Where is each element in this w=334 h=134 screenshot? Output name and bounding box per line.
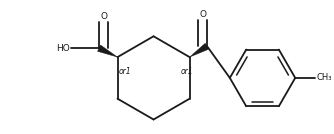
Text: O: O: [100, 12, 107, 21]
Polygon shape: [98, 45, 118, 57]
Text: CH₃: CH₃: [316, 73, 332, 82]
Text: or1: or1: [119, 67, 132, 76]
Text: HO: HO: [56, 44, 70, 53]
Polygon shape: [190, 43, 209, 57]
Text: or1: or1: [180, 67, 193, 76]
Text: O: O: [199, 10, 206, 19]
